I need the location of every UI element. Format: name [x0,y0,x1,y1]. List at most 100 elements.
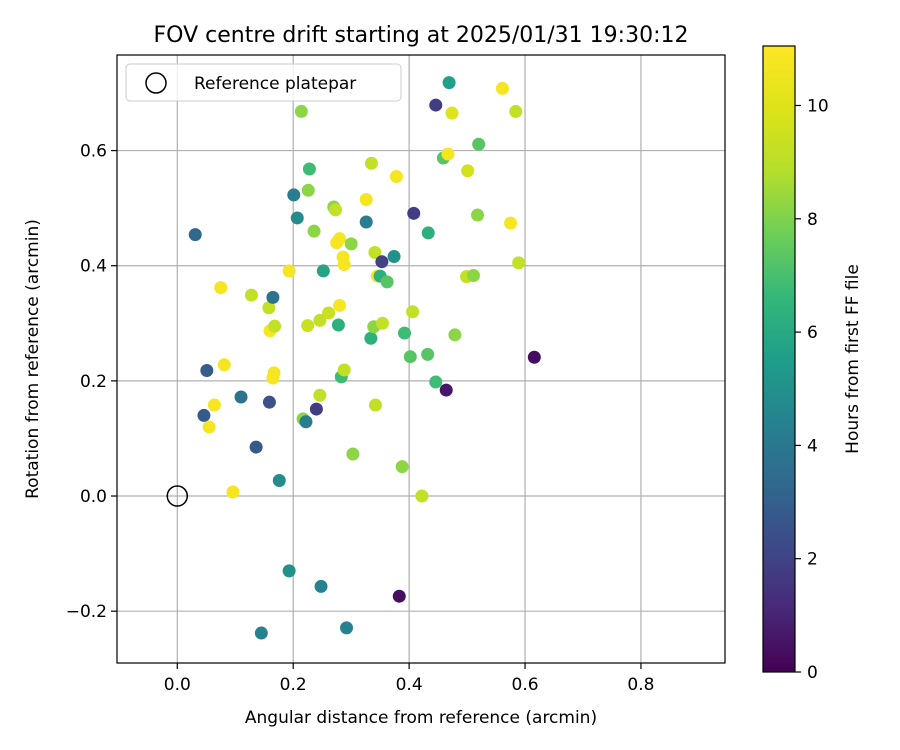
data-point [202,420,216,434]
colorbar-gradient [763,46,795,672]
colorbar-tick-label: 10 [807,96,829,116]
colorbar-tick-label: 4 [807,436,818,456]
data-point [254,626,268,640]
data-point [509,104,523,118]
data-point [445,106,459,120]
data-point [439,383,453,397]
data-point [299,415,313,429]
axis-ticks: 0.0 0.2 0.4 0.6 0.8 −0.2 0.0 0.2 0.4 0.6 [66,142,655,695]
data-point [309,402,323,416]
data-point [200,364,214,378]
data-point [301,183,315,197]
data-point [313,313,327,327]
data-point [368,245,382,259]
data-point [346,447,360,461]
data-point [314,579,328,593]
data-point [282,564,296,578]
y-axis-label: Rotation from reference (arcmin) [23,219,43,499]
x-tick-label: 0.2 [280,675,307,695]
data-point [337,258,351,272]
data-point [407,206,421,220]
data-point [466,269,480,283]
data-point [406,305,420,319]
x-tick-label: 0.6 [512,675,539,695]
data-point [331,318,345,332]
data-point [429,375,443,389]
data-point [322,306,336,320]
data-point [369,398,383,412]
data-point [316,264,330,278]
colorbar-ticks: 0 2 4 6 8 10 [795,96,829,683]
data-point [244,288,258,302]
grid [117,55,725,663]
data-point [421,226,435,240]
data-point [448,328,462,342]
colorbar-tick-label: 8 [807,210,818,230]
y-tick-label: −0.2 [66,602,107,622]
data-point [188,228,202,242]
data-point [249,440,263,454]
data-point [403,350,417,364]
y-tick-label: 0.0 [80,487,107,507]
x-tick-label: 0.4 [396,675,423,695]
data-point [504,216,518,230]
colorbar-tick-label: 0 [807,663,818,683]
data-point [337,363,351,377]
data-point [527,350,541,364]
data-point [344,237,358,251]
data-point [375,255,389,269]
data-point [471,208,485,222]
scatter-points [188,76,541,640]
colorbar-frame [762,45,796,673]
data-point [397,326,411,340]
data-point [266,290,280,304]
x-axis-label: Angular distance from reference (arcmin) [245,708,597,728]
legend: Reference platepar [125,63,402,102]
data-point [313,388,327,402]
data-point [287,188,301,202]
plot-frame [116,54,726,664]
data-point [234,390,248,404]
data-point [307,224,321,238]
chart-title: FOV centre drift starting at 2025/01/31 … [154,23,689,48]
data-point [329,203,343,217]
data-point [333,298,347,312]
data-point [268,319,282,333]
data-point [364,331,378,345]
data-point [395,460,409,474]
data-point [262,395,276,409]
data-point [359,215,373,229]
data-point [442,76,456,90]
data-point [421,347,435,361]
data-point [214,281,228,295]
data-point [359,193,373,207]
legend-marker-icon [145,72,167,94]
data-point [389,169,403,183]
data-point [512,256,526,270]
data-point [461,164,475,178]
data-point [387,250,401,264]
x-tick-label: 0.0 [164,675,191,695]
data-point [301,319,315,333]
data-point [441,147,455,161]
data-point [495,81,509,95]
colorbar-tick-label: 6 [807,323,818,343]
legend-box [125,63,402,102]
colorbar-label: Hours from first FF file [843,264,863,454]
reference-marker [166,485,189,507]
colorbar: 0 2 4 6 8 10 Hours from first FF file [762,45,863,683]
y-tick-label: 0.4 [80,257,107,277]
data-point [262,301,276,315]
data-point [364,156,378,170]
data-point [272,473,286,487]
legend-label: Reference platepar [194,74,356,94]
data-point [294,104,308,118]
data-point [415,489,429,503]
data-point [282,264,296,278]
data-point [290,211,304,225]
colorbar-tick-label: 2 [807,550,818,570]
data-point [207,398,221,412]
data-point [380,275,394,289]
data-point [226,485,240,499]
data-point [302,162,316,176]
